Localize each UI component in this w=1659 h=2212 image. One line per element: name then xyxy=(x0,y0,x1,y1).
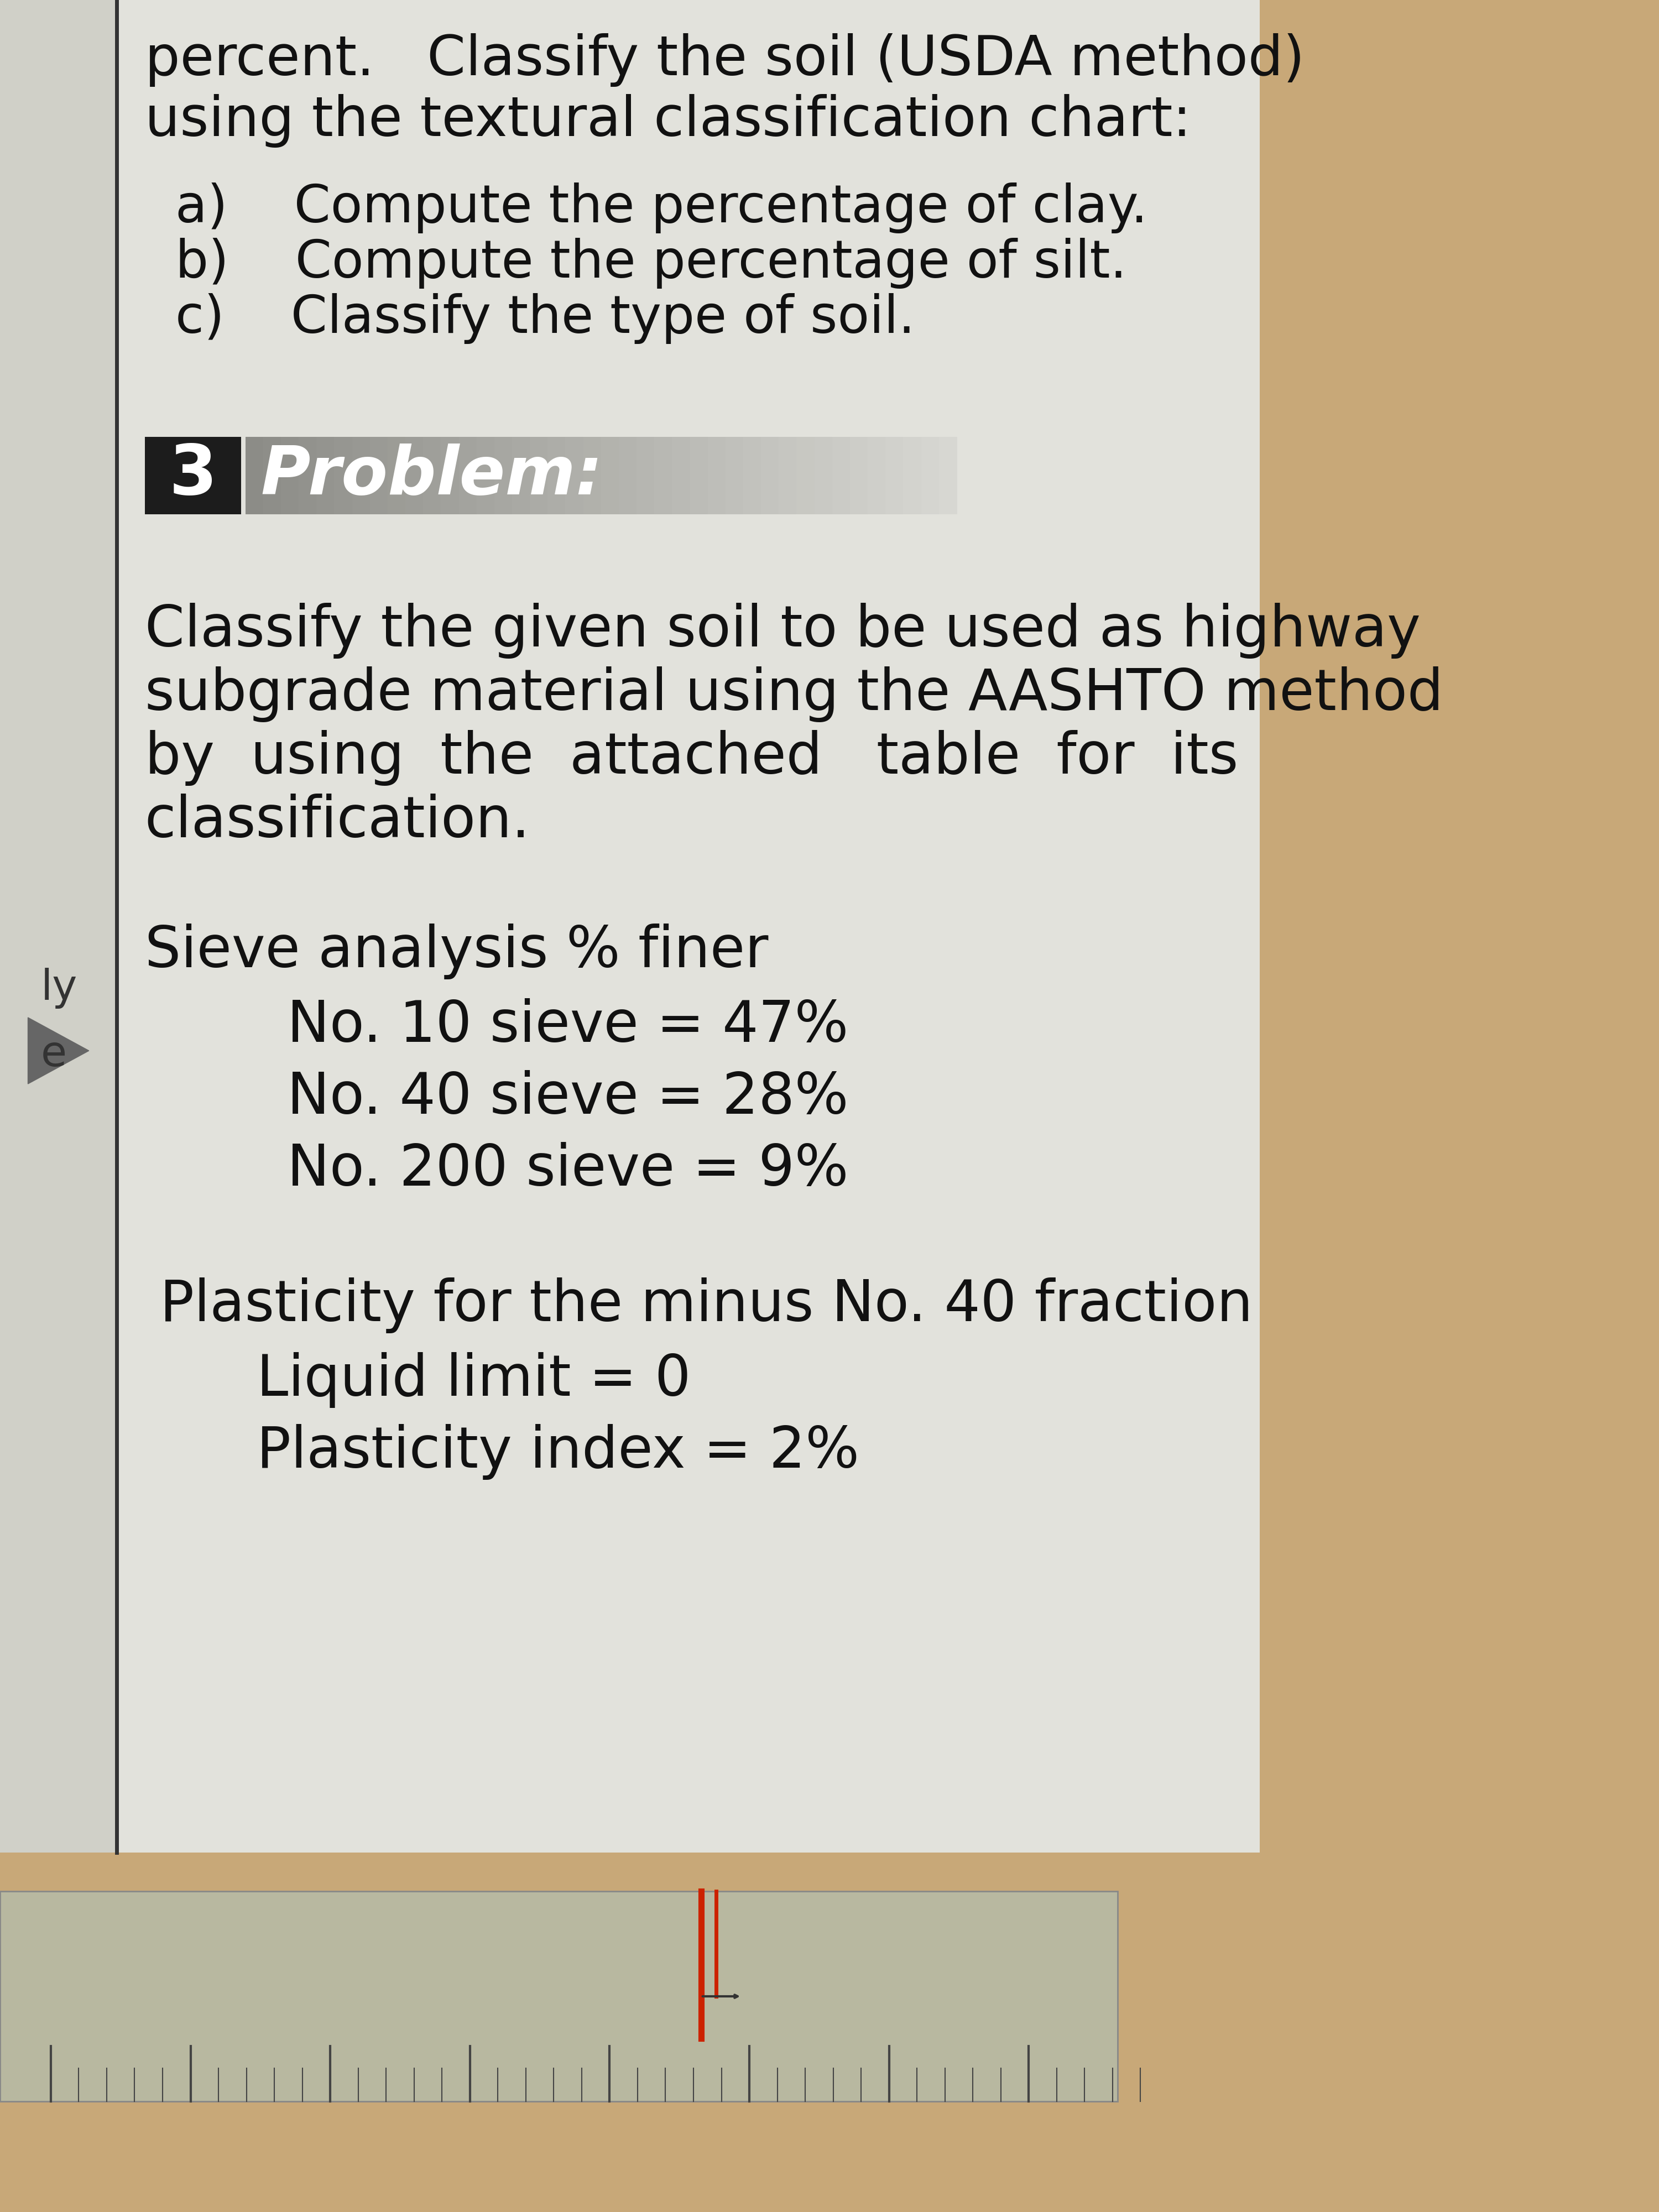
FancyBboxPatch shape xyxy=(654,438,672,513)
Text: percent.   Classify the soil (USDA method): percent. Classify the soil (USDA method) xyxy=(144,33,1304,86)
FancyBboxPatch shape xyxy=(246,438,957,513)
FancyBboxPatch shape xyxy=(423,438,441,513)
FancyBboxPatch shape xyxy=(778,438,796,513)
Text: a)    Compute the percentage of clay.: a) Compute the percentage of clay. xyxy=(176,184,1148,232)
FancyBboxPatch shape xyxy=(144,438,241,513)
FancyBboxPatch shape xyxy=(0,0,116,1854)
Text: Sieve analysis % finer: Sieve analysis % finer xyxy=(144,925,768,980)
FancyBboxPatch shape xyxy=(601,438,619,513)
Text: classification.: classification. xyxy=(144,794,531,849)
FancyBboxPatch shape xyxy=(886,438,904,513)
Text: Liquid limit = 0: Liquid limit = 0 xyxy=(257,1352,690,1409)
Text: Plasticity for the minus No. 40 fraction: Plasticity for the minus No. 40 fraction xyxy=(159,1279,1253,1334)
FancyBboxPatch shape xyxy=(280,438,299,513)
FancyBboxPatch shape xyxy=(547,438,566,513)
Polygon shape xyxy=(28,1018,90,1084)
FancyBboxPatch shape xyxy=(405,438,423,513)
Text: Problem:: Problem: xyxy=(260,442,602,509)
Text: using the textural classification chart:: using the textural classification chart: xyxy=(144,93,1191,148)
FancyBboxPatch shape xyxy=(833,438,851,513)
FancyBboxPatch shape xyxy=(264,438,282,513)
FancyBboxPatch shape xyxy=(566,438,584,513)
FancyBboxPatch shape xyxy=(796,438,815,513)
FancyBboxPatch shape xyxy=(388,438,406,513)
FancyBboxPatch shape xyxy=(725,438,743,513)
Text: Plasticity index = 2%: Plasticity index = 2% xyxy=(257,1425,859,1480)
Text: b)    Compute the percentage of silt.: b) Compute the percentage of silt. xyxy=(176,237,1126,288)
Text: Classify the given soil to be used as highway: Classify the given soil to be used as hi… xyxy=(144,602,1420,659)
FancyBboxPatch shape xyxy=(761,438,780,513)
FancyBboxPatch shape xyxy=(939,438,957,513)
FancyBboxPatch shape xyxy=(815,438,833,513)
Text: by  using  the  attached   table  for  its: by using the attached table for its xyxy=(144,730,1238,785)
Text: c)    Classify the type of soil.: c) Classify the type of soil. xyxy=(176,292,916,343)
Text: 3: 3 xyxy=(169,442,217,509)
FancyBboxPatch shape xyxy=(494,438,513,513)
FancyBboxPatch shape xyxy=(317,438,335,513)
FancyBboxPatch shape xyxy=(902,438,921,513)
FancyBboxPatch shape xyxy=(849,438,868,513)
Text: subgrade material using the AASHTO method: subgrade material using the AASHTO metho… xyxy=(144,666,1443,721)
Text: No. 200 sieve = 9%: No. 200 sieve = 9% xyxy=(287,1141,848,1199)
Text: No. 10 sieve = 47%: No. 10 sieve = 47% xyxy=(287,998,848,1055)
Text: ly: ly xyxy=(41,969,78,1009)
FancyBboxPatch shape xyxy=(333,438,353,513)
FancyBboxPatch shape xyxy=(0,0,1259,1854)
FancyBboxPatch shape xyxy=(299,438,317,513)
FancyBboxPatch shape xyxy=(743,438,761,513)
FancyBboxPatch shape xyxy=(619,438,637,513)
FancyBboxPatch shape xyxy=(0,1891,1118,2101)
FancyBboxPatch shape xyxy=(529,438,547,513)
FancyBboxPatch shape xyxy=(513,438,531,513)
FancyBboxPatch shape xyxy=(690,438,708,513)
FancyBboxPatch shape xyxy=(441,438,460,513)
FancyBboxPatch shape xyxy=(868,438,886,513)
FancyBboxPatch shape xyxy=(584,438,602,513)
FancyBboxPatch shape xyxy=(352,438,370,513)
FancyBboxPatch shape xyxy=(672,438,690,513)
Text: No. 40 sieve = 28%: No. 40 sieve = 28% xyxy=(287,1071,848,1126)
FancyBboxPatch shape xyxy=(460,438,478,513)
FancyBboxPatch shape xyxy=(637,438,655,513)
FancyBboxPatch shape xyxy=(246,438,264,513)
Text: e: e xyxy=(41,1035,66,1075)
FancyBboxPatch shape xyxy=(708,438,727,513)
FancyBboxPatch shape xyxy=(370,438,388,513)
FancyBboxPatch shape xyxy=(476,438,494,513)
FancyBboxPatch shape xyxy=(921,438,939,513)
